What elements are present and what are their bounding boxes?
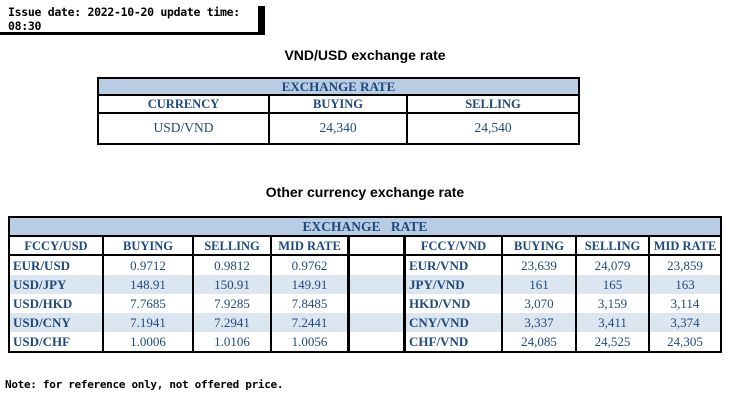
buying-value: 7.1941 — [102, 313, 192, 332]
table-row: USD/CNY 7.1941 7.2941 7.2441 CNY/VND 3,3… — [10, 313, 720, 332]
midrate-value: 163 — [648, 275, 720, 294]
gap-cell — [347, 275, 406, 294]
buying-value: 23,639 — [501, 256, 575, 275]
selling-value: 3,411 — [575, 313, 648, 332]
midrate-value: 1.0056 — [270, 332, 347, 351]
selling-value: 7.2941 — [192, 313, 270, 332]
midrate-value: 7.8485 — [270, 294, 347, 313]
pair-label: CHF/VND — [409, 334, 469, 349]
pair-label: JPY/VND — [409, 277, 465, 292]
table-row: EUR/USD 0.9712 0.9812 0.9762 EUR/VND 23,… — [10, 256, 720, 275]
gap-cell — [347, 256, 406, 275]
midrate-value: 3,374 — [648, 313, 720, 332]
table2-col-fccy-usd: FCCY/USD — [24, 239, 88, 253]
buying-value: 24,085 — [501, 332, 575, 351]
selling-value: 150.91 — [192, 275, 270, 294]
midrate-value: 23,859 — [648, 256, 720, 275]
buying-value: 3,337 — [501, 313, 575, 332]
table2-col-selling-right: SELLING — [575, 237, 648, 254]
buying-value: 7.7685 — [102, 294, 192, 313]
table1-currency-value: USD/VND — [153, 120, 214, 135]
table1-col-buying: BUYING — [268, 96, 408, 112]
table-row: USD/CHF 1.0006 1.0106 1.0056 CHF/VND 24,… — [10, 332, 720, 351]
gap-cell — [347, 313, 406, 332]
buying-value: 0.9712 — [102, 256, 192, 275]
table2-banner: EXCHANGE RATE — [10, 218, 720, 237]
midrate-value: 0.9762 — [270, 256, 347, 275]
table2-col-buying-left: BUYING — [102, 237, 192, 254]
buying-value: 1.0006 — [102, 332, 192, 351]
table2-col-midrate-right: MID RATE — [648, 237, 720, 254]
pair-label: USD/JPY — [13, 277, 67, 292]
selling-value: 24,079 — [575, 256, 648, 275]
other-currency-section-title: Other currency exchange rate — [265, 184, 465, 200]
table1-buying-value: 24,340 — [268, 114, 408, 143]
table1-banner: EXCHANGE RATE — [99, 79, 578, 96]
table1-col-currency: CURRENCY — [147, 97, 220, 111]
pair-label: EUR/VND — [409, 258, 469, 273]
selling-value: 24,525 — [575, 332, 648, 351]
midrate-value: 24,305 — [648, 332, 720, 351]
gap-cell — [347, 332, 406, 351]
pair-label: EUR/USD — [13, 258, 71, 273]
vnd-usd-rate-table: EXCHANGE RATE CURRENCY BUYING SELLING US… — [97, 77, 580, 145]
other-currency-rate-table: EXCHANGE RATE FCCY/USD BUYING SELLING MI… — [8, 216, 722, 353]
pair-label: USD/CNY — [13, 315, 71, 330]
midrate-value: 7.2441 — [270, 313, 347, 332]
issue-date-text: Issue date: 2022-10-20 update time: 08:3… — [8, 5, 240, 33]
table1-header-row: CURRENCY BUYING SELLING — [99, 96, 578, 114]
midrate-value: 3,114 — [648, 294, 720, 313]
selling-value: 7.9285 — [192, 294, 270, 313]
pair-label: HKD/VND — [409, 296, 471, 311]
selling-value: 165 — [575, 275, 648, 294]
midrate-value: 149.91 — [270, 275, 347, 294]
pair-label: USD/CHF — [13, 334, 71, 349]
selling-value: 1.0106 — [192, 332, 270, 351]
pair-label: CNY/VND — [409, 315, 469, 330]
table2-col-selling-left: SELLING — [192, 237, 270, 254]
table2-col-buying-right: BUYING — [501, 237, 575, 254]
table1-selling-value: 24,540 — [474, 120, 512, 135]
table2-col-midrate-left: MID RATE — [270, 237, 347, 254]
issue-date-box: Issue date: 2022-10-20 update time: 08:3… — [0, 5, 265, 35]
selling-value: 0.9812 — [192, 256, 270, 275]
table-row: USD/HKD 7.7685 7.9285 7.8485 HKD/VND 3,0… — [10, 294, 720, 313]
table-row: USD/JPY 148.91 150.91 149.91 JPY/VND 161… — [10, 275, 720, 294]
gap-cell — [347, 294, 406, 313]
vnd-usd-section-title: VND/USD exchange rate — [284, 47, 446, 63]
table2-gap-cell — [347, 237, 406, 254]
pair-label: USD/HKD — [13, 296, 73, 311]
table2-header-row: FCCY/USD BUYING SELLING MID RATE FCCY/VN… — [10, 237, 720, 256]
table1-col-selling: SELLING — [465, 97, 521, 111]
buying-value: 148.91 — [102, 275, 192, 294]
table-row: USD/VND 24,340 24,540 — [99, 114, 578, 143]
buying-value: 161 — [501, 275, 575, 294]
table2-col-fccy-vnd: FCCY/VND — [420, 239, 487, 253]
selling-value: 3,159 — [575, 294, 648, 313]
footnote: Note: for reference only, not offered pr… — [5, 378, 284, 391]
buying-value: 3,070 — [501, 294, 575, 313]
